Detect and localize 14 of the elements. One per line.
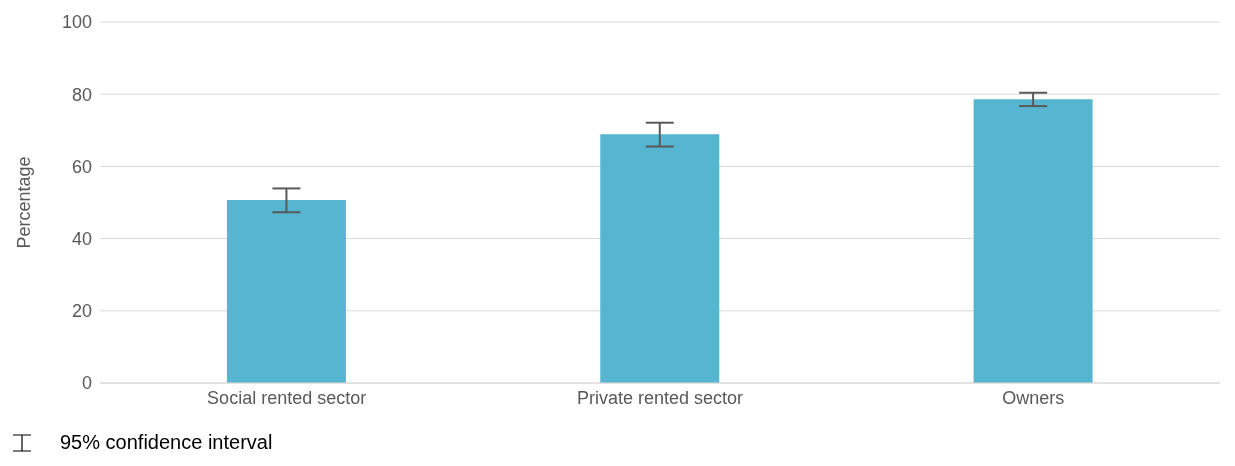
y-tick-label: 80 — [71, 84, 92, 105]
text: 95% confidence interval — [60, 431, 273, 454]
x-tick-label: Social rented sector — [207, 387, 367, 408]
y-axis-title: Percentage — [14, 156, 35, 249]
bar — [973, 99, 1093, 383]
y-tick-label: 100 — [61, 12, 92, 33]
bar — [226, 199, 346, 383]
y-tick-label: 60 — [71, 156, 92, 177]
bar — [600, 134, 720, 383]
y-tick-label: 20 — [71, 301, 92, 322]
y-tick-label: 40 — [71, 228, 92, 249]
x-tick-label: Owners — [1002, 387, 1065, 408]
y-tick-label: 0 — [81, 373, 92, 394]
x-tick-label: Private rented sector — [576, 387, 744, 408]
